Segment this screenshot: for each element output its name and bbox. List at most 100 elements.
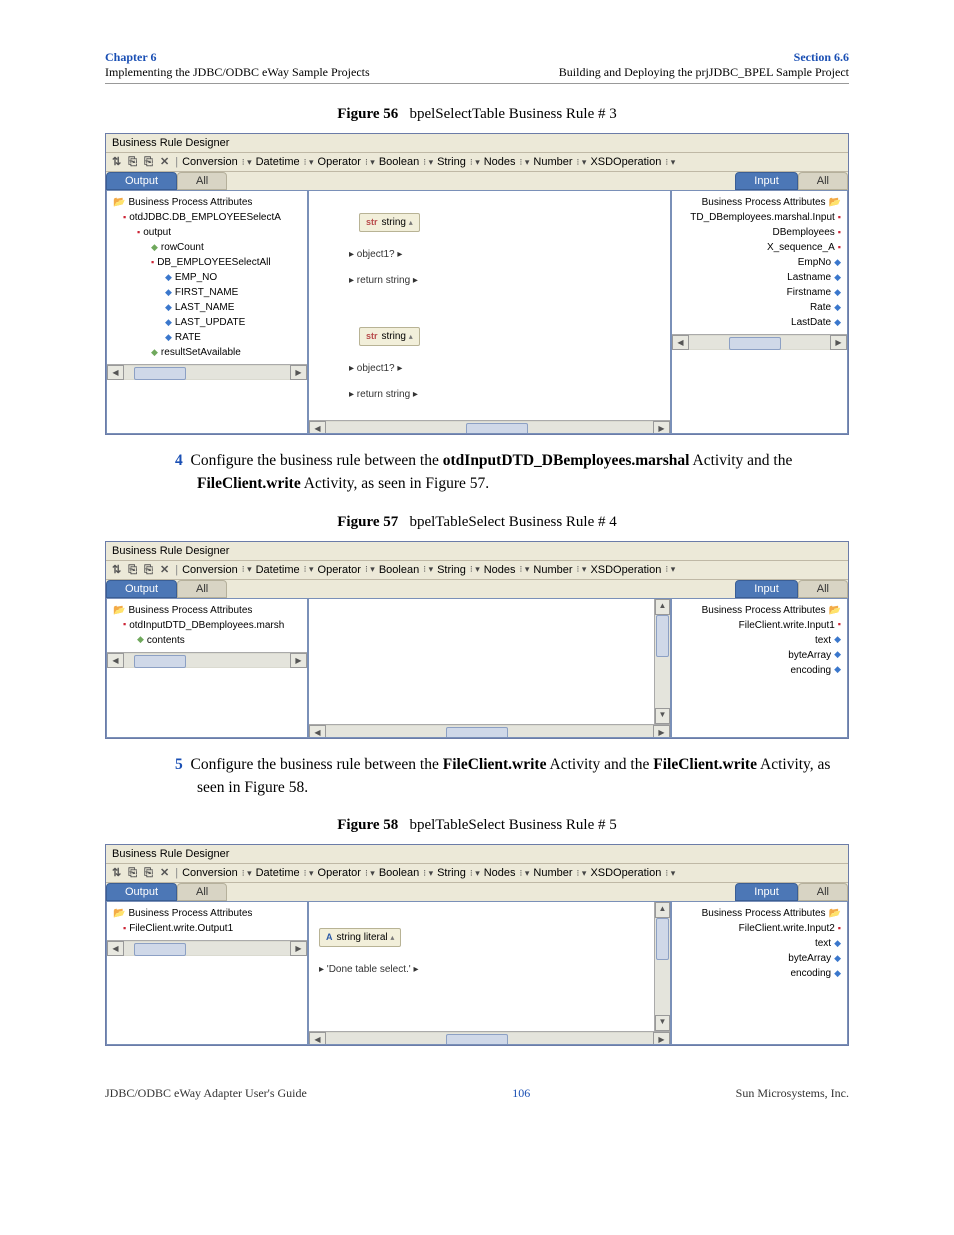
- h-scrollbar[interactable]: ◀▶: [107, 364, 307, 380]
- toolbar-category[interactable]: Number: [533, 564, 572, 576]
- output-tab[interactable]: Output: [106, 883, 177, 901]
- input-tab[interactable]: Input: [735, 883, 797, 901]
- tree-item[interactable]: 📂Business Process Attributes: [113, 603, 301, 618]
- toolbar-icons[interactable]: ⇅ ⎘ ⎘ ✕: [112, 866, 171, 880]
- tree-item[interactable]: ▪output: [113, 225, 301, 240]
- toolbar-category[interactable]: XSDOperation: [590, 867, 661, 879]
- tree-item[interactable]: ◆rowCount: [113, 240, 301, 255]
- toolbar-category[interactable]: String: [437, 867, 466, 879]
- section-link[interactable]: Section 6.6: [794, 50, 849, 64]
- tree-item[interactable]: FileClient.write.Input2▪: [678, 921, 841, 936]
- toolbar-category[interactable]: Operator: [318, 156, 361, 168]
- mapper-node[interactable]: Astring literal ▴: [319, 928, 401, 947]
- diamond-icon: ◆: [834, 937, 841, 951]
- tree-item[interactable]: ◆EMP_NO: [113, 270, 301, 285]
- tree-item[interactable]: text◆: [678, 936, 841, 951]
- toolbar-category[interactable]: Operator: [318, 564, 361, 576]
- toolbar-category[interactable]: Boolean: [379, 156, 419, 168]
- tree-item[interactable]: ◆resultSetAvailable: [113, 345, 301, 360]
- diamond-icon: ◆: [834, 633, 841, 647]
- tree-item[interactable]: Firstname◆: [678, 285, 841, 300]
- tree-item[interactable]: encoding◆: [678, 966, 841, 981]
- toolbar-category[interactable]: Nodes: [484, 867, 516, 879]
- h-scrollbar[interactable]: ◀▶: [672, 334, 847, 350]
- mapper-port[interactable]: ▸ return string ▸: [349, 273, 418, 288]
- diamond-icon: ◆: [834, 663, 841, 677]
- all-tab-right[interactable]: All: [798, 883, 848, 901]
- v-scrollbar[interactable]: ▲▼: [654, 599, 670, 724]
- chapter-link[interactable]: Chapter 6: [105, 50, 156, 64]
- tree-item[interactable]: LastDate◆: [678, 315, 841, 330]
- tree-item[interactable]: TD_DBemployees.marshal.Input▪: [678, 210, 841, 225]
- input-tab[interactable]: Input: [735, 172, 797, 190]
- output-tab[interactable]: Output: [106, 172, 177, 190]
- toolbar-category[interactable]: Datetime: [256, 867, 300, 879]
- h-scrollbar[interactable]: ◀▶: [107, 940, 307, 956]
- toolbar-category[interactable]: Number: [533, 156, 572, 168]
- toolbar-category[interactable]: Conversion: [182, 564, 238, 576]
- toolbar-category[interactable]: XSDOperation: [590, 564, 661, 576]
- tree-item[interactable]: text◆: [678, 633, 841, 648]
- all-tab[interactable]: All: [177, 172, 227, 190]
- tree-item[interactable]: ◆contents: [113, 633, 301, 648]
- h-scrollbar[interactable]: ◀▶: [107, 652, 307, 668]
- toolbar-category[interactable]: Nodes: [484, 564, 516, 576]
- tree-item[interactable]: ▪otdInputDTD_DBemployees.marsh: [113, 618, 301, 633]
- toolbar-category[interactable]: Nodes: [484, 156, 516, 168]
- v-scrollbar[interactable]: ▲▼: [654, 902, 670, 1031]
- mapper-port[interactable]: ▸ return string ▸: [349, 387, 418, 402]
- tree-item[interactable]: Rate◆: [678, 300, 841, 315]
- output-tab[interactable]: Output: [106, 580, 177, 598]
- toolbar-category[interactable]: Conversion: [182, 867, 238, 879]
- toolbar-category[interactable]: Operator: [318, 867, 361, 879]
- mapper-port[interactable]: ▸ object1? ▸: [349, 361, 402, 376]
- tree-item[interactable]: encoding◆: [678, 663, 841, 678]
- all-tab-right[interactable]: All: [798, 580, 848, 598]
- tree-item[interactable]: 📂Business Process Attributes: [113, 906, 301, 921]
- toolbar-category[interactable]: Datetime: [256, 156, 300, 168]
- tree-item[interactable]: byteArray◆: [678, 951, 841, 966]
- mapper-node[interactable]: strstring ▴: [359, 213, 420, 232]
- toolbar-icons[interactable]: ⇅ ⎘ ⎘ ✕: [112, 155, 171, 169]
- tree-item[interactable]: ▪otdJDBC.DB_EMPLOYEESelectA: [113, 210, 301, 225]
- toolbar-category[interactable]: Boolean: [379, 564, 419, 576]
- folder-icon: 📂: [829, 906, 841, 921]
- tree-item[interactable]: ◆LAST_NAME: [113, 300, 301, 315]
- tree-item[interactable]: Business Process Attributes📂: [678, 195, 841, 210]
- tree-item[interactable]: ▪FileClient.write.Output1: [113, 921, 301, 936]
- h-scrollbar[interactable]: ◀▶: [309, 724, 670, 738]
- diamond-icon: ◆: [834, 967, 841, 981]
- all-tab[interactable]: All: [177, 580, 227, 598]
- tree-item[interactable]: ◆RATE: [113, 330, 301, 345]
- tree-item[interactable]: FileClient.write.Input1▪: [678, 618, 841, 633]
- h-scrollbar[interactable]: ◀▶: [309, 1031, 670, 1045]
- mapper-port[interactable]: ▸ object1? ▸: [349, 247, 402, 262]
- tree-item[interactable]: Business Process Attributes📂: [678, 603, 841, 618]
- tree-item[interactable]: ◆FIRST_NAME: [113, 285, 301, 300]
- tree-item[interactable]: 📂Business Process Attributes: [113, 195, 301, 210]
- all-tab[interactable]: All: [177, 883, 227, 901]
- tree-item[interactable]: EmpNo◆: [678, 255, 841, 270]
- input-tab[interactable]: Input: [735, 580, 797, 598]
- mapper-port[interactable]: ▸ 'Done table select.' ▸: [319, 962, 418, 977]
- toolbar-category[interactable]: Conversion: [182, 156, 238, 168]
- toolbar-category[interactable]: Datetime: [256, 564, 300, 576]
- toolbar-category[interactable]: Number: [533, 867, 572, 879]
- toolbar-category[interactable]: XSDOperation: [590, 156, 661, 168]
- tree-item[interactable]: DBemployees▪: [678, 225, 841, 240]
- toolbar-category[interactable]: String: [437, 156, 466, 168]
- tree-item[interactable]: Lastname◆: [678, 270, 841, 285]
- toolbar-icons[interactable]: ⇅ ⎘ ⎘ ✕: [112, 563, 171, 577]
- tree-item[interactable]: byteArray◆: [678, 648, 841, 663]
- tree-item[interactable]: X_sequence_A▪: [678, 240, 841, 255]
- toolbar-category[interactable]: String: [437, 564, 466, 576]
- footer-page-number: 106: [512, 1086, 530, 1101]
- tree-item[interactable]: Business Process Attributes📂: [678, 906, 841, 921]
- diamond-icon: ◆: [834, 316, 841, 330]
- tree-item[interactable]: ◆LAST_UPDATE: [113, 315, 301, 330]
- h-scrollbar[interactable]: ◀▶: [309, 420, 670, 434]
- toolbar-category[interactable]: Boolean: [379, 867, 419, 879]
- mapper-node[interactable]: strstring ▴: [359, 327, 420, 346]
- tree-item[interactable]: ▪DB_EMPLOYEESelectAll: [113, 255, 301, 270]
- all-tab-right[interactable]: All: [798, 172, 848, 190]
